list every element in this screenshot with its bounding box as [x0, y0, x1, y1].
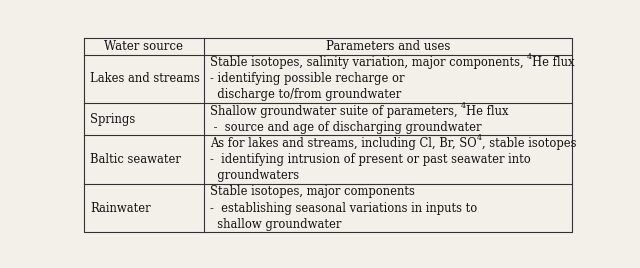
Text: As for lakes and streams, including Cl, Br, SO: As for lakes and streams, including Cl, … [210, 137, 477, 150]
Text: -  identifying intrusion of present or past seawater into: - identifying intrusion of present or pa… [210, 153, 531, 166]
Text: -  source and age of discharging groundwater: - source and age of discharging groundwa… [210, 121, 481, 134]
Text: Stable isotopes, salinity variation, major components,: Stable isotopes, salinity variation, maj… [210, 56, 527, 69]
Text: Shallow groundwater suite of parameters,: Shallow groundwater suite of parameters, [210, 105, 461, 118]
Text: 4: 4 [527, 53, 532, 61]
Text: -  establishing seasonal variations in inputs to: - establishing seasonal variations in in… [210, 202, 477, 215]
Text: Baltic seawater: Baltic seawater [90, 153, 181, 166]
Text: - identifying possible recharge or: - identifying possible recharge or [210, 72, 404, 85]
Text: , stable isotopes: , stable isotopes [482, 137, 576, 150]
Text: Lakes and streams: Lakes and streams [90, 72, 200, 85]
Text: groundwaters: groundwaters [210, 169, 299, 182]
Text: Parameters and uses: Parameters and uses [326, 40, 450, 53]
Text: He flux: He flux [532, 56, 575, 69]
Text: shallow groundwater: shallow groundwater [210, 218, 341, 231]
Text: 4: 4 [461, 102, 467, 110]
Text: discharge to/from groundwater: discharge to/from groundwater [210, 88, 401, 101]
Text: Stable isotopes, major components: Stable isotopes, major components [210, 185, 415, 198]
Text: 4: 4 [477, 134, 482, 142]
Text: Rainwater: Rainwater [90, 202, 151, 215]
Text: He flux: He flux [467, 105, 509, 118]
Text: Springs: Springs [90, 113, 136, 126]
Text: Water source: Water source [104, 40, 183, 53]
